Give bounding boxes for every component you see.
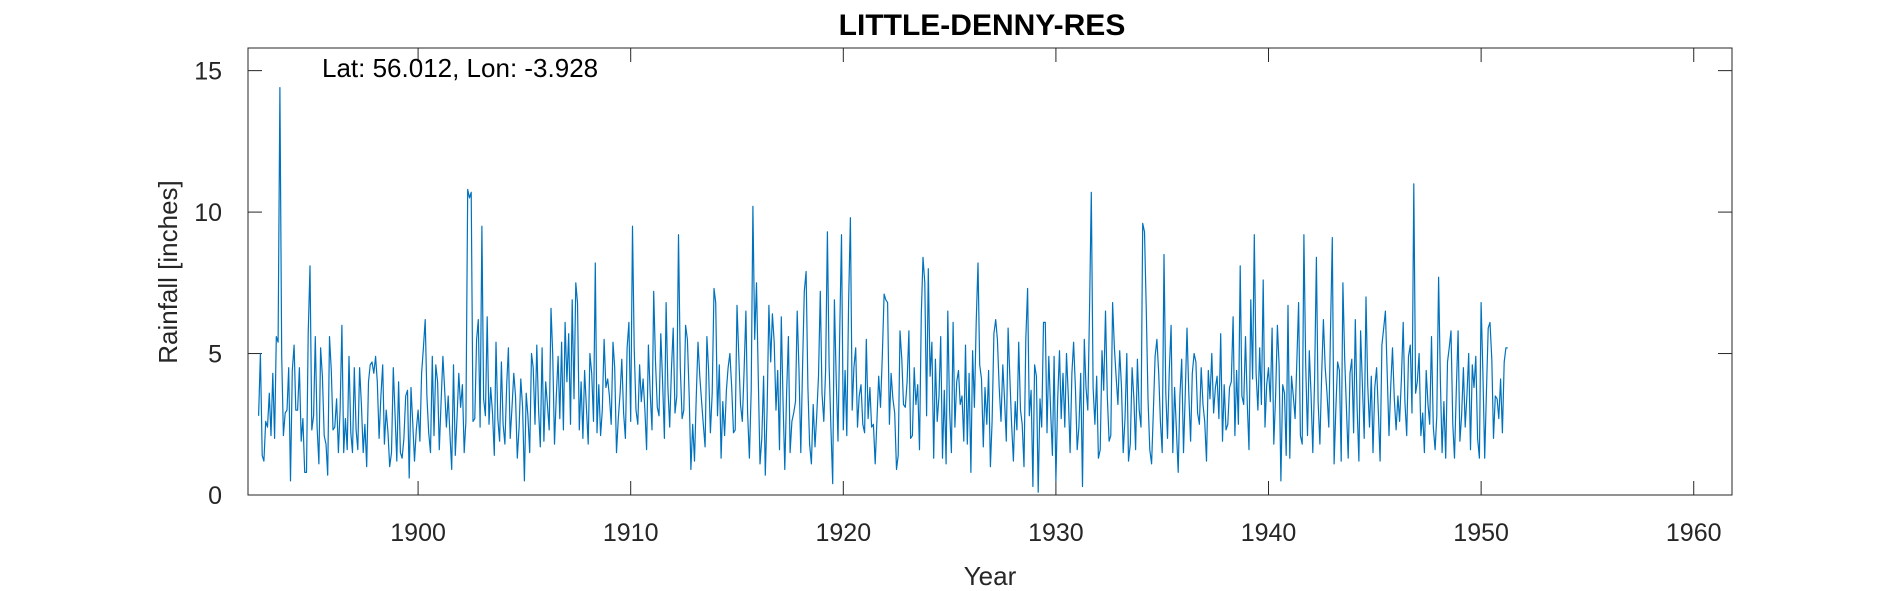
rainfall-series-line xyxy=(258,87,1508,493)
y-tick-label: 10 xyxy=(194,199,222,227)
y-axis-label: Rainfall [inches] xyxy=(153,180,183,364)
station-coordinates-annotation: Lat: 56.012, Lon: -3.928 xyxy=(322,53,598,83)
axis-ticks xyxy=(248,48,1732,496)
chart-title: LITTLE-DENNY-RES xyxy=(839,9,1126,42)
tick-labels: 1900 1910 1920 1930 1940 1950 1960 0 5 10 15 xyxy=(194,58,1721,547)
x-tick-label: 1940 xyxy=(1241,519,1297,547)
x-tick-label: 1960 xyxy=(1666,519,1722,547)
y-tick-label: 5 xyxy=(208,341,222,369)
x-tick-label: 1920 xyxy=(815,519,871,547)
y-tick-label: 0 xyxy=(208,482,222,510)
x-tick-label: 1900 xyxy=(390,519,446,547)
x-axis-label: Year xyxy=(964,561,1017,591)
y-tick-label: 15 xyxy=(194,58,222,86)
plot-box xyxy=(247,47,1733,496)
x-tick-label: 1930 xyxy=(1028,519,1084,547)
x-tick-label: 1910 xyxy=(603,519,659,547)
x-tick-label: 1950 xyxy=(1453,519,1509,547)
